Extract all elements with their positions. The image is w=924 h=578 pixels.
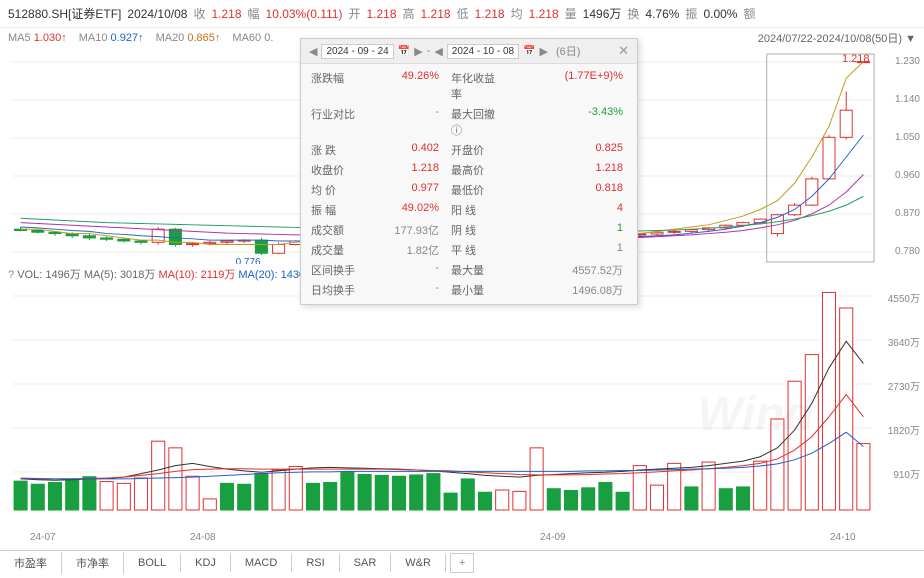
- tab-macd[interactable]: MACD: [231, 554, 292, 572]
- svg-text:1.218: 1.218: [842, 53, 870, 65]
- symbol: 512880.SH[证券ETF]: [8, 5, 121, 22]
- tab-sar[interactable]: SAR: [340, 554, 392, 572]
- nav-next-icon[interactable]: ▶: [414, 45, 422, 58]
- popup-row: 日均换手-最小量1496.08万: [301, 280, 637, 300]
- tab-boll[interactable]: BOLL: [124, 554, 181, 572]
- amp-val: 10.03%(0.111): [266, 7, 343, 21]
- x-axis-labels: 24-0724-0824-0924-10: [0, 532, 924, 546]
- popup-header: ◀ 2024 - 09 - 24 📅 ▶ - ◀ 2024 - 10 - 08 …: [301, 39, 637, 64]
- popup-row: 涨 跌0.402开盘价0.825: [301, 140, 637, 160]
- popup-row: 成交量1.82亿平 线1: [301, 240, 637, 260]
- nav-next-icon[interactable]: ▶: [540, 45, 548, 58]
- tab-rsi[interactable]: RSI: [292, 554, 339, 572]
- popup-row: 成交额177.93亿阴 线1: [301, 220, 637, 240]
- popup-row: 均 价0.977最低价0.818: [301, 180, 637, 200]
- popup-row: 收盘价1.218最高价1.218: [301, 160, 637, 180]
- nav-prev-icon[interactable]: ◀: [309, 45, 317, 58]
- nav-prev-icon[interactable]: ◀: [434, 45, 442, 58]
- close-val: 1.218: [211, 7, 241, 21]
- popup-row: 区间换手-最大量4557.52万: [301, 260, 637, 280]
- date: 2024/10/08: [127, 7, 187, 21]
- tab-市盈率[interactable]: 市盈率: [0, 552, 62, 574]
- range-stats-popup: ◀ 2024 - 09 - 24 📅 ▶ - ◀ 2024 - 10 - 08 …: [300, 38, 638, 305]
- popup-row: 行业对比-最大回撤 ⓘ-3.43%: [301, 104, 637, 140]
- volume-chart[interactable]: 4550万3640万2730万1820万910万 Wind: [0, 282, 924, 532]
- date-range-selector[interactable]: 2024/07/22-2024/10/08(50日) ▼: [758, 30, 916, 46]
- popup-row: 振 幅49.02%阳 线4: [301, 200, 637, 220]
- header-bar: 512880.SH[证券ETF] 2024/10/08 收1.218 幅10.0…: [0, 0, 924, 28]
- tab-市净率[interactable]: 市净率: [62, 552, 124, 574]
- close-icon[interactable]: ✕: [618, 43, 629, 59]
- calendar-icon[interactable]: 📅: [523, 46, 535, 57]
- tab-w&r[interactable]: W&R: [391, 554, 446, 572]
- svg-text:0.776: 0.776: [236, 257, 261, 264]
- calendar-icon[interactable]: 📅: [398, 46, 410, 57]
- date-from[interactable]: 2024 - 09 - 24: [321, 44, 393, 59]
- tab-kdj[interactable]: KDJ: [181, 554, 231, 572]
- indicator-tabs: 市盈率市净率BOLLKDJMACDRSISARW&R+: [0, 550, 924, 574]
- popup-row: 涨跌幅49.26%年化收益率(1.77E+9)%: [301, 68, 637, 104]
- date-to[interactable]: 2024 - 10 - 08: [447, 44, 519, 59]
- add-indicator-button[interactable]: +: [450, 553, 474, 573]
